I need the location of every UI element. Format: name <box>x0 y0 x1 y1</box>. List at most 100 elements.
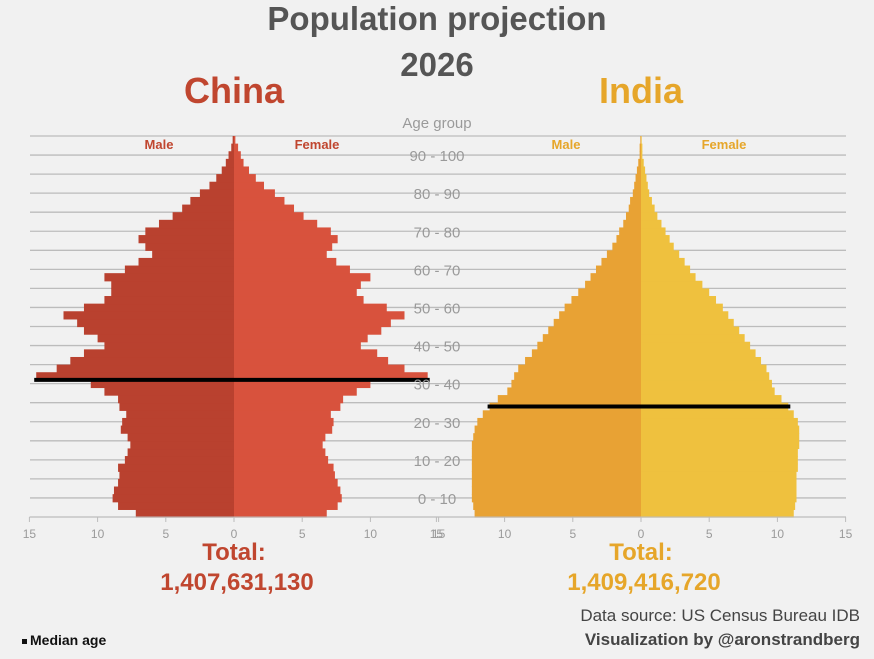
china-female-bar <box>234 143 239 152</box>
china-total-value: 1,407,631,130 <box>160 569 313 596</box>
india-male-bar <box>477 417 641 427</box>
india-male-bar <box>474 509 641 518</box>
china-male-bar <box>104 341 234 350</box>
china-female-bar <box>234 425 333 434</box>
china-male-bar <box>138 257 234 267</box>
china-male-label: Male <box>145 137 174 152</box>
india-female-bar <box>641 196 652 206</box>
age-group-label: 30 - 40 <box>414 377 461 394</box>
india-female-bar <box>641 151 643 160</box>
india-female-bar <box>641 372 770 381</box>
china-male-bar <box>83 326 235 335</box>
china-female-bar <box>234 456 329 465</box>
age-group-label: 0 - 10 <box>418 491 456 508</box>
india-male-bar <box>525 356 641 366</box>
china-female-bar <box>234 326 382 335</box>
china-male-bar <box>216 174 234 183</box>
china-female-bar <box>234 311 405 320</box>
china-female-bar <box>234 509 327 518</box>
india-male-bar <box>636 166 641 175</box>
india-female-bar <box>641 265 691 274</box>
india-female-bar <box>641 509 794 518</box>
china-male-bar <box>209 181 234 190</box>
china-male-bar <box>138 235 234 244</box>
china-female-bar <box>234 341 361 350</box>
china-male-bar <box>36 372 234 381</box>
china-female-bar <box>234 364 405 373</box>
india-female-bar <box>641 364 767 373</box>
india-male-bar <box>590 273 641 282</box>
x-tick-label: 15 <box>432 527 446 541</box>
india-male-bar <box>639 143 641 152</box>
x-tick-label: 5 <box>162 527 169 541</box>
china-female-bar <box>234 219 318 229</box>
india-female-bar <box>641 440 800 450</box>
india-female-bar <box>641 189 650 198</box>
china-male-bar <box>77 318 234 328</box>
india-female-bar <box>641 501 796 510</box>
india-female-bar <box>641 257 685 267</box>
china-male-bar <box>145 242 234 251</box>
india-male-bar <box>473 433 641 442</box>
india-female-bar <box>641 448 798 457</box>
india-male-bar <box>564 303 641 312</box>
india-female-bar <box>641 280 703 289</box>
median-lines <box>34 377 791 409</box>
china-female-bar <box>234 395 344 404</box>
china-total-label: Total: <box>202 539 266 566</box>
china-male-bar <box>152 250 234 259</box>
china-female-bar <box>234 303 387 312</box>
china-male-bar <box>221 166 234 175</box>
china-female-bar <box>234 196 285 206</box>
china-male-bar <box>97 334 234 343</box>
china-male-bar <box>83 349 235 358</box>
china-male-bar <box>118 501 234 510</box>
china-male-bar <box>119 402 234 411</box>
china-female-bar <box>234 242 333 251</box>
age-group-label: 60 - 70 <box>414 262 461 279</box>
india-male-bar <box>640 136 641 145</box>
age-group-label: 40 - 50 <box>414 339 461 356</box>
china-male-bar <box>63 311 234 320</box>
india-male-bar <box>623 219 641 229</box>
china-male-bar <box>118 463 234 472</box>
india-male-bar <box>625 212 641 221</box>
india-female-bar <box>641 303 723 312</box>
china-female-bar <box>234 151 241 160</box>
china-female-bar <box>234 235 338 244</box>
china-male-bar <box>104 273 234 282</box>
india-male-bar <box>632 189 641 198</box>
china-male-bar <box>225 158 234 168</box>
india-male-bar <box>497 395 641 404</box>
india-male-bar <box>585 280 641 289</box>
china-female-bar <box>234 212 304 221</box>
china-male-bar <box>199 189 234 198</box>
china-female-bar <box>234 189 275 198</box>
india-male-bar <box>595 265 641 274</box>
india-male-bar <box>635 174 641 183</box>
india-female-bar <box>641 143 643 152</box>
india-male-bar <box>612 242 641 251</box>
x-tick-label: 5 <box>706 527 713 541</box>
x-tick-label: 15 <box>23 527 37 541</box>
india-male-bar <box>638 158 641 168</box>
china-male-bar <box>56 364 235 373</box>
india-female-bar <box>641 318 734 328</box>
china-female-bar <box>234 318 391 328</box>
china-female-bar <box>234 174 256 183</box>
credit-text: Visualization by @aronstrandberg <box>584 630 860 649</box>
india-male-bar <box>571 296 641 305</box>
china-female-bar <box>234 501 338 510</box>
pyramid-bars <box>36 136 800 518</box>
india-total-label: Total: <box>609 539 673 566</box>
x-tick-label: 0 <box>638 527 645 541</box>
china-male-bar <box>228 151 234 160</box>
median-legend-marker <box>22 638 27 644</box>
india-male-bar <box>601 257 641 267</box>
india-female-bar <box>641 227 666 236</box>
india-female-bar <box>641 478 797 488</box>
china-male-bar <box>127 433 234 442</box>
age-group-label: 90 - 100 <box>409 148 464 165</box>
india-female-bar <box>641 242 674 251</box>
